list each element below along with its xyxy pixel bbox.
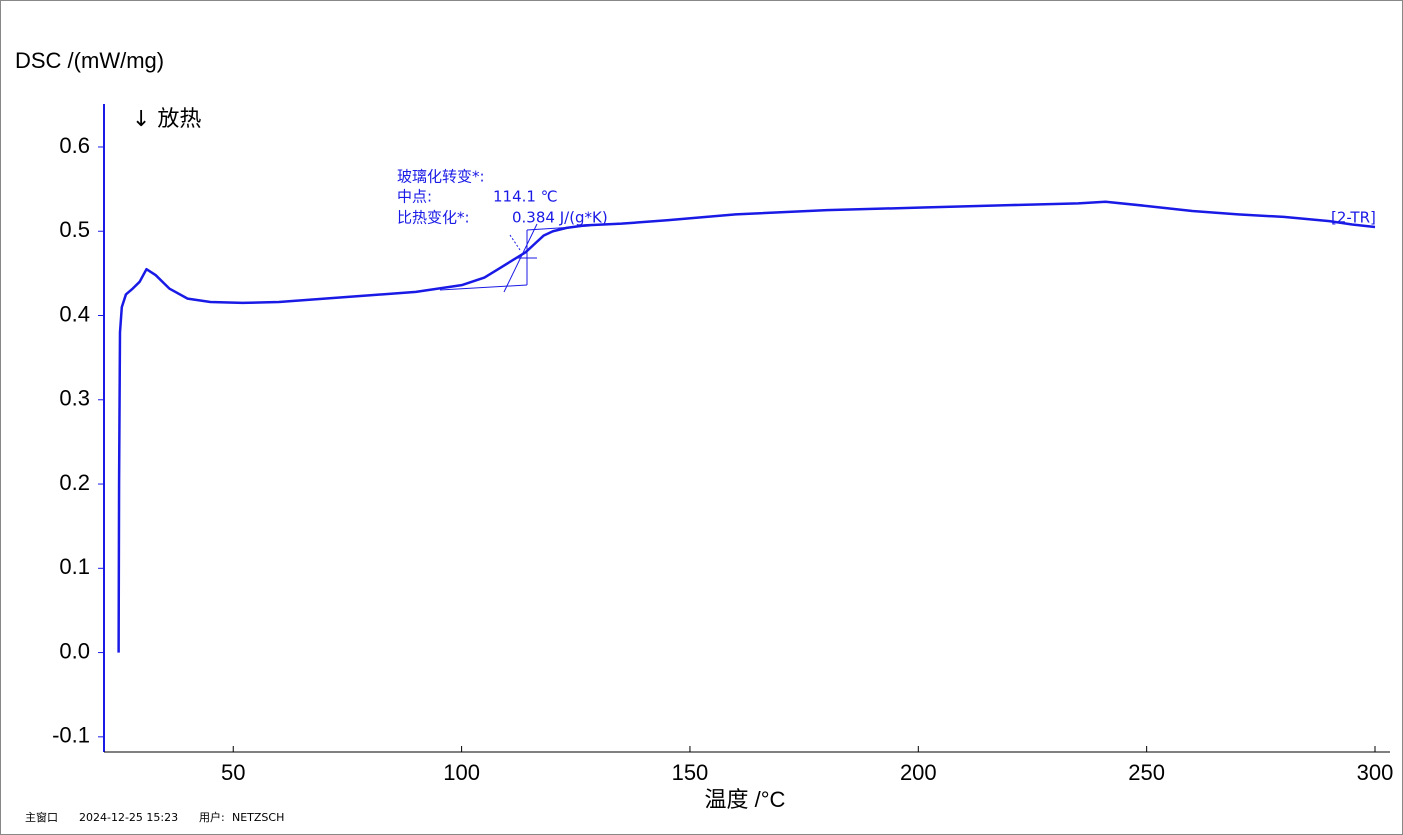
annotation: 中点: [397, 188, 432, 206]
x-axis-label: 温度 /°C [705, 787, 786, 812]
footer: NETZSCH [232, 811, 284, 824]
annotation: 0.384 J/(g*K) [512, 209, 608, 227]
y-tick-label: 0.0 [59, 638, 90, 663]
x-tick-label: 50 [221, 760, 245, 785]
footer: 用户: [199, 810, 225, 824]
x-tick-label: 200 [900, 760, 937, 785]
y-tick-label: 0.5 [59, 217, 90, 242]
y-tick-label: 0.4 [59, 301, 90, 326]
x-tick-label: 100 [443, 760, 480, 785]
y-tick-label: 0.2 [59, 470, 90, 495]
y-tick-label: -0.1 [52, 723, 90, 748]
footer: 主窗口 [25, 810, 58, 824]
x-tick-label: 300 [1357, 760, 1394, 785]
annotation: 比热变化*: [397, 209, 470, 227]
annotation: 玻璃化转变*: [397, 168, 485, 186]
data-line [117, 200, 1376, 653]
annotation: 114.1 ℃ [493, 188, 558, 206]
x-tick-label: 150 [672, 760, 709, 785]
x-tick-label: 250 [1128, 760, 1165, 785]
y-tick-label: 0.1 [59, 554, 90, 579]
y-tick-label: 0.3 [59, 386, 90, 411]
y-axis-label: DSC /(mW/mg) [15, 48, 164, 73]
y-tick-label: 0.6 [59, 133, 90, 158]
footer: 2024-12-25 15:23 [79, 811, 178, 824]
exo-label: ↓ 放热 [132, 107, 201, 132]
